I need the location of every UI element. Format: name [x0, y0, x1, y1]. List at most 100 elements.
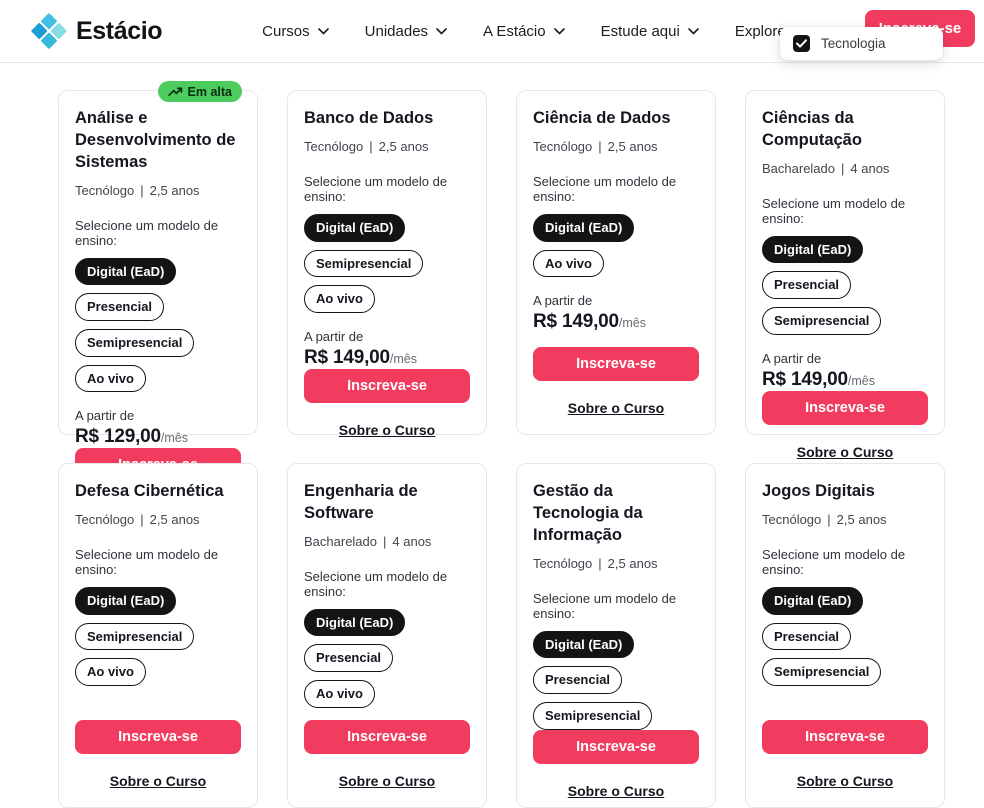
model-pill-semipresencial[interactable]: Semipresencial — [533, 702, 653, 730]
course-title: Jogos Digitais — [762, 482, 875, 500]
model-pill-group: Digital (EaD) Semipresencial Ao vivo — [304, 213, 470, 313]
price-value: R$ 149,00 — [533, 311, 619, 333]
course-subtitle: Tecnólogo | 2,5 anos — [762, 512, 928, 527]
enroll-button[interactable]: Inscreva-se — [762, 390, 928, 425]
chevron-down-icon — [553, 27, 565, 34]
model-pill-digital-ead[interactable]: Digital (EaD) — [304, 213, 406, 242]
model-pill-semipresencial[interactable]: Semipresencial — [75, 329, 195, 357]
price-period: /mês — [160, 431, 188, 446]
nav-item-unidades[interactable]: Unidades — [365, 23, 447, 40]
filter-popover[interactable]: Tecnologia — [780, 27, 943, 60]
nav-item-estude-aqui[interactable]: Estude aqui — [601, 23, 699, 40]
price-period: /mês — [618, 316, 646, 331]
enroll-button[interactable]: Inscreva-se — [533, 347, 699, 381]
subtitle-divider: | — [369, 138, 373, 154]
subtitle-divider: | — [841, 160, 845, 176]
course-subtitle: Bacharelado | 4 anos — [762, 161, 928, 176]
model-pill-digital-ead[interactable]: Digital (EaD) — [533, 213, 635, 242]
select-model-label: Selecione um modelo de ensino: — [762, 195, 906, 226]
model-pill-digital-ead[interactable]: Digital (EaD) — [75, 257, 177, 286]
price-from-label: A partir de — [75, 408, 135, 424]
course-duration: 2,5 anos — [378, 138, 429, 154]
model-pill-digital-ead[interactable]: Digital (EaD) — [762, 586, 864, 615]
model-pill-ao-vivo[interactable]: Ao vivo — [75, 364, 146, 393]
course-title: Ciências da Computação — [762, 109, 862, 149]
model-pill-group: Digital (EaD) Presencial Semipresencial Ao … — [75, 257, 241, 393]
select-model-label: Selecione um modelo de ensino: — [533, 590, 677, 621]
subtitle-divider: | — [598, 138, 602, 154]
course-degree: Tecnólogo — [75, 511, 135, 527]
brand-logo[interactable]: Estácio — [30, 12, 163, 50]
model-pill-group: Digital (EaD) Presencial Semipresencial — [762, 235, 928, 335]
model-pill-semipresencial[interactable]: Semipresencial — [762, 307, 882, 335]
enroll-button[interactable]: Inscreva-se — [75, 720, 241, 754]
course-title: Gestão da Tecnologia da Informação — [533, 482, 643, 544]
enroll-button[interactable]: Inscreva-se — [533, 729, 699, 764]
course-title: Ciência de Dados — [533, 109, 671, 127]
price-from-label: A partir de — [533, 293, 593, 309]
about-course-link[interactable]: Sobre o Curso — [109, 773, 207, 789]
main-nav: Cursos Unidades A Estácio Estude aqui Explor… — [262, 23, 865, 40]
enroll-button[interactable]: Inscreva-se — [304, 368, 470, 403]
model-pill-presencial[interactable]: Presencial — [533, 666, 623, 694]
chevron-down-icon — [436, 27, 447, 34]
course-title: Banco de Dados — [304, 109, 434, 127]
model-pill-digital-ead[interactable]: Digital (EaD) — [75, 586, 177, 615]
course-title: Análise e Desenvolvimento de Sistemas — [75, 109, 236, 171]
model-pill-semipresencial[interactable]: Semipresencial — [304, 249, 424, 278]
price-line: R$ 149,00/mês — [533, 311, 699, 333]
price-value: R$ 149,00 — [304, 346, 390, 368]
price-period: /mês — [389, 351, 417, 366]
price-period: /mês — [847, 373, 875, 388]
trending-up-icon — [167, 87, 182, 96]
nav-item-a-estacio[interactable]: A Estácio — [483, 23, 565, 40]
course-duration: 2,5 anos — [607, 138, 658, 154]
course-card-analise-e-desenvolvimento-de-sistemas: Em alta Análise e Desenvolvimento de Sist… — [58, 81, 258, 517]
course-duration: 2,5 anos — [149, 511, 200, 527]
model-pill-digital-ead[interactable]: Digital (EaD) — [304, 608, 406, 637]
about-course-link[interactable]: Sobre o Curso — [796, 443, 894, 460]
price-line: R$ 149,00/mês — [762, 369, 928, 391]
about-course-link[interactable]: Sobre o Curso — [338, 421, 436, 438]
course-degree: Tecnólogo — [762, 511, 822, 527]
price-line: R$ 129,00/mês — [75, 426, 241, 448]
model-pill-ao-vivo[interactable]: Ao vivo — [304, 285, 375, 313]
select-model-label: Selecione um modelo de ensino: — [533, 173, 677, 204]
model-pill-presencial[interactable]: Presencial — [304, 644, 394, 673]
brand-wordmark: Estácio — [76, 16, 163, 45]
card-footer: Inscreva-se Sobre o Curso — [75, 720, 241, 789]
tecnologia-checkbox[interactable] — [793, 35, 810, 52]
about-course-link[interactable]: Sobre o Curso — [567, 400, 665, 416]
model-pill-presencial[interactable]: Presencial — [762, 271, 852, 300]
enroll-button[interactable]: Inscreva-se — [304, 720, 470, 754]
about-course-link[interactable]: Sobre o Curso — [338, 773, 436, 789]
about-course-link[interactable]: Sobre o Curso — [567, 782, 665, 799]
price-line: R$ 149,00/mês — [304, 347, 470, 369]
model-pill-presencial[interactable]: Presencial — [762, 622, 852, 651]
model-pill-digital-ead[interactable]: Digital (EaD) — [762, 235, 864, 264]
model-pill-ao-vivo[interactable]: Ao vivo — [304, 680, 375, 708]
model-pill-presencial[interactable]: Presencial — [75, 293, 165, 321]
nav-item-cursos[interactable]: Cursos — [262, 23, 329, 40]
model-pill-ao-vivo[interactable]: Ao vivo — [75, 658, 146, 686]
enroll-button[interactable]: Inscreva-se — [762, 720, 928, 754]
course-duration: 2,5 anos — [149, 182, 200, 198]
select-model-label: Selecione um modelo de ensino: — [762, 546, 906, 577]
price-block: A partir de R$ 149,00/mês — [304, 329, 470, 369]
about-course-link[interactable]: Sobre o Curso — [796, 773, 894, 789]
price-block: A partir de R$ 149,00/mês — [762, 351, 928, 391]
model-pill-semipresencial[interactable]: Semipresencial — [75, 622, 195, 651]
course-subtitle: Tecnólogo | 2,5 anos — [533, 139, 699, 154]
price-value: R$ 149,00 — [762, 368, 848, 390]
model-pill-semipresencial[interactable]: Semipresencial — [762, 658, 882, 686]
model-pill-group: Digital (EaD) Presencial Ao vivo — [304, 608, 470, 708]
select-model-label: Selecione um modelo de ensino: — [75, 217, 219, 248]
course-card-jogos-digitais: Jogos Digitais Tecnólogo | 2,5 anos Selecion… — [745, 463, 945, 808]
price-block: A partir de R$ 129,00/mês — [75, 408, 241, 448]
course-duration: 4 anos — [850, 160, 890, 176]
course-subtitle: Tecnólogo | 2,5 anos — [75, 512, 241, 527]
model-pill-digital-ead[interactable]: Digital (EaD) — [533, 630, 635, 659]
course-card-ciencias-da-computacao: Ciências da Computação Bacharelado | 4 anos… — [745, 90, 945, 460]
course-duration: 4 anos — [392, 533, 432, 549]
model-pill-ao-vivo[interactable]: Ao vivo — [533, 249, 604, 278]
